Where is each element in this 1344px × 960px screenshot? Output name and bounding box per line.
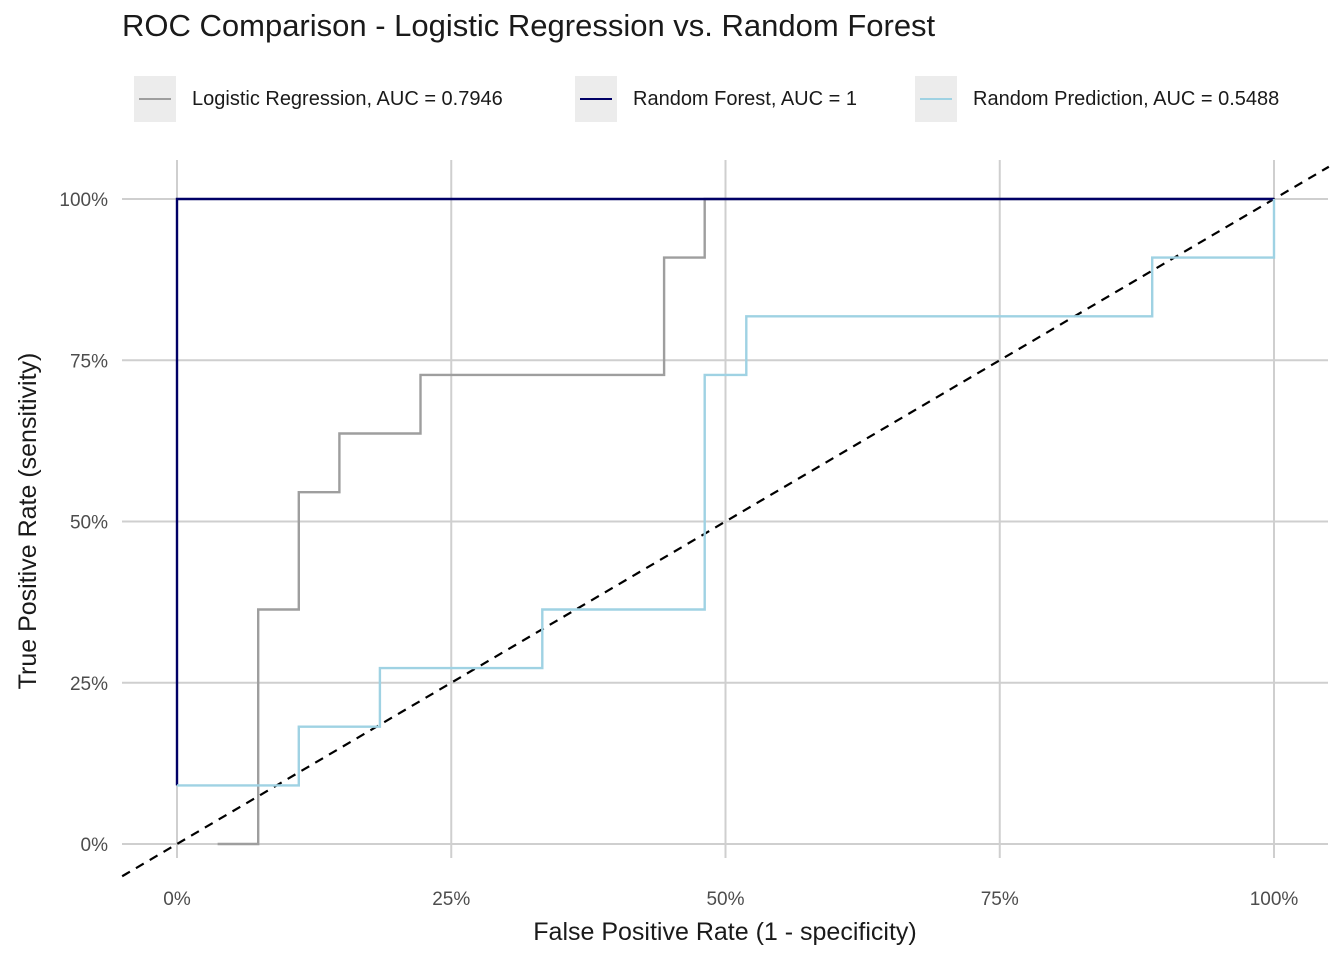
legend-key-logistic-regression xyxy=(134,76,176,122)
y-axis-title: True Positive Rate (sensitivity) xyxy=(14,353,42,690)
legend-item-random-forest: Random Forest, AUC = 1 xyxy=(575,76,857,122)
y-tick-label: 0% xyxy=(81,835,109,856)
x-tick-label: 50% xyxy=(706,889,744,910)
x-tick-label: 0% xyxy=(163,889,191,910)
chart-title: ROC Comparison - Logistic Regression vs.… xyxy=(122,8,936,43)
x-tick-label: 75% xyxy=(981,889,1019,910)
grid xyxy=(122,160,1328,858)
x-tick-label: 25% xyxy=(432,889,470,910)
legend-swatch xyxy=(920,98,952,100)
x-tick-label: 100% xyxy=(1250,889,1299,910)
legend-key-random-prediction xyxy=(915,76,957,122)
series-logistic-regression xyxy=(217,197,1274,846)
y-tick-label: 50% xyxy=(70,513,108,534)
x-axis-title: False Positive Rate (1 - specificity) xyxy=(533,918,916,946)
legend-key-random-forest xyxy=(575,76,617,122)
series-random-forest xyxy=(175,197,1274,786)
legend-label: Logistic Regression, AUC = 0.7946 xyxy=(192,87,503,110)
legend-item-random-prediction: Random Prediction, AUC = 0.5488 xyxy=(915,76,1279,122)
series-group xyxy=(175,197,1276,846)
legend-label: Random Prediction, AUC = 0.5488 xyxy=(973,87,1280,110)
legend-label: Random Forest, AUC = 1 xyxy=(633,87,857,110)
series-random-prediction xyxy=(177,199,1276,787)
y-tick-label: 100% xyxy=(59,190,108,211)
tick-labels: 0% 25% 50% 75% 100% 0% 25% 50% 75% 100% xyxy=(59,190,1298,910)
legend-swatch xyxy=(580,98,612,100)
legend-item-logistic-regression: Logistic Regression, AUC = 0.7946 xyxy=(134,76,503,122)
y-tick-label: 75% xyxy=(70,351,108,372)
y-tick-label: 25% xyxy=(70,674,108,695)
legend-swatch xyxy=(139,98,171,100)
